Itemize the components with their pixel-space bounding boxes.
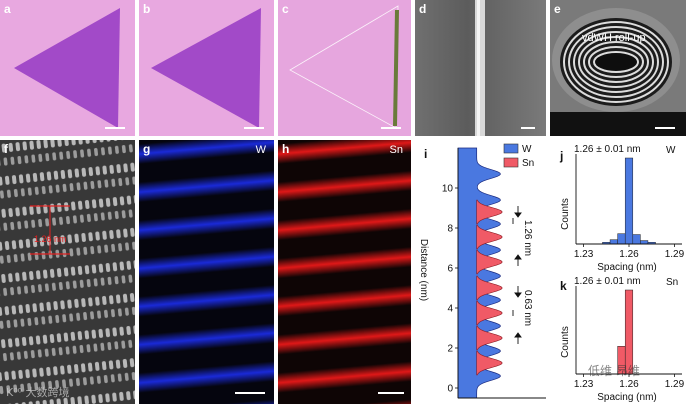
annotation-0-63nm: 0.63 nm — [522, 290, 533, 326]
panel-label: d — [419, 2, 427, 16]
plot-area: 1.23 1.26 1.29 — [574, 286, 685, 390]
panel-g: g W — [139, 140, 274, 404]
panel-label: c — [282, 2, 289, 16]
legend-swatch-sn — [503, 157, 519, 168]
sem-fiber — [475, 0, 485, 136]
panel-label: b — [143, 2, 151, 16]
element-tag: W — [255, 144, 266, 156]
scale-bar — [244, 127, 264, 129]
triangle-flake — [151, 8, 261, 128]
series-sn-peak — [476, 300, 503, 326]
panel-label: j — [559, 149, 563, 163]
triangle-flake — [14, 8, 120, 128]
y-tick-label: 6 — [447, 264, 453, 275]
chart-k-histogram: k 1.26 ± 0.01 nm Sn Counts 1.23 1.26 1.29 … — [560, 276, 685, 403]
spacing-arrows — [512, 206, 522, 344]
panel-label: e — [554, 2, 561, 16]
scale-bar — [378, 392, 404, 394]
eds-map-sn — [278, 140, 411, 404]
series-sn-peak — [476, 199, 503, 225]
series-sn-peak — [476, 275, 503, 301]
chart-i-profile: i Distance (nm) 0 2 4 6 8 10 W Sn 1.26 nm 0.6… — [418, 143, 546, 399]
y-tick-label: 8 — [447, 224, 453, 235]
histogram-bar — [617, 233, 626, 245]
histogram-bar — [632, 234, 641, 245]
y-tick-label: 0 — [447, 384, 453, 395]
panel-label: k — [560, 279, 567, 293]
element-tag: Sn — [666, 277, 678, 288]
legend: W Sn — [503, 143, 534, 169]
panel-label: a — [4, 2, 11, 16]
series-sn-peak — [476, 249, 503, 275]
y-axis-ticks: 0 2 4 6 8 10 — [442, 184, 458, 395]
rolled-flake — [289, 5, 399, 129]
plot-area: 1.23 1.26 1.29 — [574, 154, 685, 260]
legend-label-sn: Sn — [522, 158, 534, 169]
x-tick-label: 1.29 — [665, 379, 685, 390]
series-sn-peak — [476, 325, 503, 351]
panel-a: a — [0, 0, 135, 136]
x-tick-label: 1.26 — [619, 249, 639, 260]
element-tag: W — [666, 145, 676, 156]
histogram-bar — [624, 157, 634, 245]
element-tag: Sn — [389, 144, 403, 156]
x-tick-label: 1.29 — [665, 249, 685, 260]
scale-bar — [105, 127, 125, 129]
legend-swatch-w — [503, 143, 519, 154]
scale-bar — [381, 127, 401, 129]
tem-rollup — [550, 8, 686, 136]
scale-bar — [235, 392, 265, 394]
y-tick-label: 2 — [447, 344, 453, 355]
plot-area — [457, 147, 546, 399]
y-axis-label: Distance (nm) — [418, 239, 429, 301]
panel-label: g — [143, 142, 151, 156]
panel-label: i — [424, 147, 427, 161]
x-tick-label: 1.23 — [574, 379, 594, 390]
panel-label: h — [282, 142, 290, 156]
watermark-right: 低维 昂维 — [588, 364, 640, 378]
y-tick-label: 10 — [442, 184, 454, 195]
spacing-value: 1.26 ± 0.01 nm — [574, 144, 641, 155]
x-tick-label: 1.26 — [619, 379, 639, 390]
eds-map-w — [139, 140, 274, 404]
series-sn-peak — [476, 224, 503, 250]
annotation-1-26nm: 1.26 nm — [522, 220, 533, 256]
chart-j-histogram: j 1.26 ± 0.01 nm W Counts 1.23 1.26 1.29 S… — [559, 144, 685, 272]
y-axis-label: Counts — [560, 198, 571, 230]
panel-label: f — [4, 142, 8, 156]
rollup-annotation: vdWH roll-up — [582, 32, 646, 44]
spacing-measurement: 1.26 nm — [34, 234, 67, 244]
stem-lattice — [0, 140, 135, 404]
panel-f: f 1.26 nm K⁰⁰ 大数跨境 — [0, 140, 135, 404]
scale-bar — [655, 127, 675, 129]
x-axis-label: Spacing (nm) — [597, 392, 656, 403]
panel-b: b — [139, 0, 274, 136]
watermark-left: K⁰⁰ 大数跨境 — [6, 386, 70, 399]
legend-label-w: W — [522, 144, 532, 155]
y-tick-label: 4 — [447, 304, 453, 315]
x-axis-label: Spacing (nm) — [597, 262, 656, 272]
series-sn-peak — [476, 350, 503, 376]
panel-h: h Sn — [278, 140, 411, 404]
panel-c: c — [278, 0, 411, 136]
y-axis-label: Counts — [560, 326, 571, 358]
x-tick-label: 1.23 — [574, 249, 594, 260]
panel-d: d — [415, 0, 546, 136]
scale-bar — [521, 127, 535, 129]
spacing-value: 1.26 ± 0.01 nm — [574, 276, 641, 287]
histogram-bar — [609, 239, 618, 245]
panel-e: e vdWH roll-up — [550, 0, 686, 136]
histogram-bar — [640, 240, 649, 245]
